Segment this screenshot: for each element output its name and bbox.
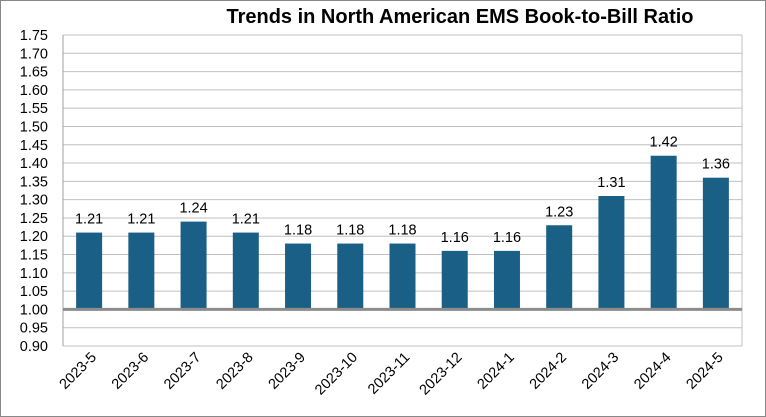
bar	[232, 232, 259, 310]
y-tick-label: 1.00	[20, 302, 48, 318]
y-tick-label: 0.95	[20, 321, 48, 337]
data-label: 1.31	[597, 175, 625, 191]
chart-title: Trends in North American EMS Book-to-Bil…	[226, 6, 694, 28]
bar	[441, 250, 468, 310]
x-tick-label: 2023-6	[109, 350, 152, 393]
bar	[702, 177, 729, 310]
y-tick-label: 1.20	[20, 229, 48, 245]
data-label: 1.18	[336, 223, 364, 239]
y-tick-label: 1.35	[20, 174, 48, 190]
bar	[337, 243, 364, 310]
data-label: 1.23	[545, 204, 573, 220]
data-label: 1.42	[650, 135, 678, 151]
x-tick-label: 2024-4	[631, 350, 674, 393]
y-tick-label: 1.15	[20, 248, 48, 264]
y-tick-label: 1.25	[20, 211, 48, 227]
bar	[598, 195, 625, 310]
data-label: 1.24	[179, 201, 207, 217]
x-tick-label: 2023-8	[213, 350, 256, 393]
bar	[546, 225, 573, 310]
bar	[650, 155, 677, 310]
bar	[128, 232, 155, 310]
bar	[180, 221, 207, 310]
data-label: 1.16	[493, 230, 521, 246]
x-tick-label: 2024-1	[475, 350, 518, 393]
y-tick-label: 1.55	[20, 101, 48, 117]
y-tick-label: 1.75	[20, 28, 48, 44]
data-label: 1.18	[388, 223, 416, 239]
y-tick-label: 0.90	[20, 339, 48, 355]
y-tick-label: 1.50	[20, 119, 48, 135]
y-tick-label: 1.65	[20, 65, 48, 81]
data-label: 1.21	[232, 212, 260, 228]
x-tick-label: 2024-5	[683, 350, 726, 393]
data-label: 1.16	[441, 230, 469, 246]
bar	[285, 243, 312, 310]
x-tick-label: 2023-10	[312, 350, 361, 399]
bar	[76, 232, 103, 310]
y-tick-label: 1.40	[20, 156, 48, 172]
data-label: 1.21	[127, 212, 155, 228]
y-tick-label: 1.45	[20, 138, 48, 154]
x-tick-label: 2024-3	[579, 350, 622, 393]
data-label: 1.36	[702, 157, 730, 173]
bar	[493, 250, 520, 310]
data-label: 1.18	[284, 223, 312, 239]
x-tick-label: 2023-7	[161, 350, 204, 393]
y-tick-label: 1.70	[20, 46, 48, 62]
bar	[389, 243, 416, 310]
x-tick-label: 2023-5	[57, 350, 100, 393]
y-tick-label: 1.30	[20, 193, 48, 209]
x-tick-label: 2023-9	[266, 350, 309, 393]
data-label: 1.21	[75, 212, 103, 228]
x-tick-label: 2023-11	[365, 350, 413, 398]
y-tick-label: 1.10	[20, 266, 48, 282]
x-tick-label: 2023-12	[417, 350, 466, 399]
y-tick-label: 1.60	[20, 83, 48, 99]
y-tick-label: 1.05	[20, 284, 48, 300]
x-tick-label: 2024-2	[527, 350, 570, 393]
